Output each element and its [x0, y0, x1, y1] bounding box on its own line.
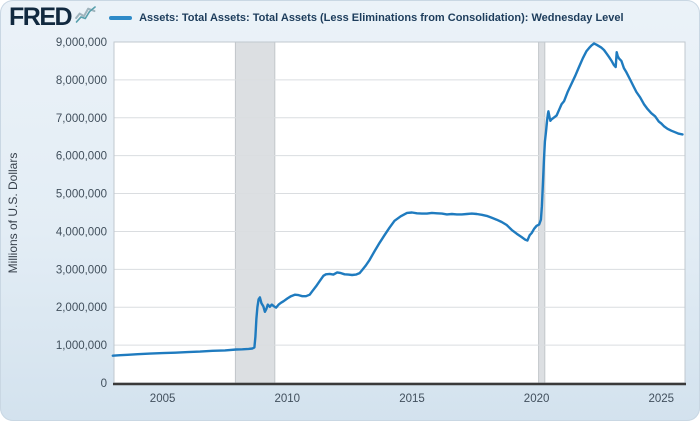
data-line[interactable] — [111, 42, 684, 357]
y-axis-title: Millions of U.S. Dollars — [6, 153, 20, 274]
y-tick-label: 4,000,000 — [56, 226, 107, 238]
legend-line-swatch — [109, 15, 133, 20]
y-tick-label: 6,000,000 — [56, 151, 107, 163]
x-tick-label: 2005 — [150, 393, 176, 405]
x-tick-label: 2025 — [649, 393, 675, 405]
y-tick-label: 1,000,000 — [56, 340, 107, 352]
fred-logo-text: FRED — [9, 3, 73, 31]
y-tick-label: 5,000,000 — [56, 189, 107, 201]
y-tick-label: 7,000,000 — [56, 113, 107, 125]
y-tick-label: 0 — [101, 378, 107, 390]
chart-legend: Assets: Total Assets: Total Assets (Less… — [109, 12, 624, 24]
y-tick-label: 9,000,000 — [56, 37, 107, 49]
x-tick-label: 2010 — [275, 393, 301, 405]
fred-logo-chart-icon — [73, 4, 98, 29]
y-tick-label: 8,000,000 — [56, 75, 107, 87]
x-tick-label: 2020 — [524, 393, 550, 405]
series-title: Assets: Total Assets: Total Assets (Less… — [139, 11, 624, 24]
y-tick-label: 3,000,000 — [56, 264, 107, 276]
fred-logo[interactable]: FRED — [9, 5, 97, 30]
x-tick-label: 2015 — [399, 393, 425, 405]
chart-header: FRED Assets: Total Assets: Total Assets … — [9, 5, 691, 30]
plot-background — [114, 42, 685, 383]
y-tick-label: 2,000,000 — [56, 302, 107, 314]
